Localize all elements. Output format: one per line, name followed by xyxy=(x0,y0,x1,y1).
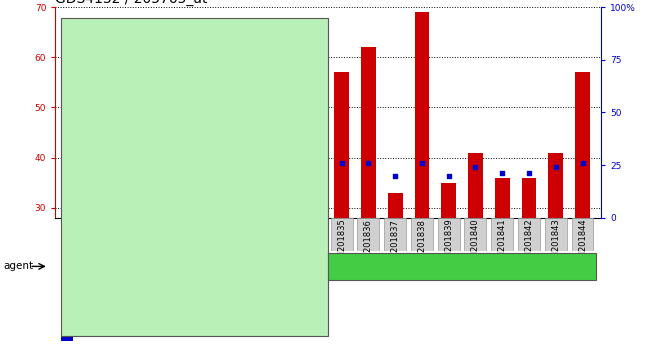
FancyBboxPatch shape xyxy=(224,218,246,251)
FancyBboxPatch shape xyxy=(465,218,486,251)
Text: GSM201840: GSM201840 xyxy=(471,219,480,269)
Point xyxy=(229,164,240,170)
Text: GSM201838: GSM201838 xyxy=(417,219,426,270)
Point xyxy=(176,166,187,172)
Bar xyxy=(334,72,349,218)
Bar xyxy=(388,193,402,218)
Bar xyxy=(120,153,135,218)
FancyBboxPatch shape xyxy=(437,218,460,251)
Bar xyxy=(281,167,296,218)
Bar xyxy=(147,132,162,218)
Point xyxy=(283,166,293,172)
FancyBboxPatch shape xyxy=(143,218,165,251)
Point xyxy=(337,160,347,166)
Text: agent: agent xyxy=(3,261,33,272)
Text: GSM201844: GSM201844 xyxy=(578,219,587,269)
FancyBboxPatch shape xyxy=(170,218,192,251)
Bar xyxy=(495,178,510,218)
FancyBboxPatch shape xyxy=(63,218,85,251)
FancyBboxPatch shape xyxy=(331,218,352,251)
Bar xyxy=(200,82,215,218)
FancyBboxPatch shape xyxy=(250,218,272,251)
Text: GSM201836: GSM201836 xyxy=(364,219,373,270)
Point xyxy=(497,171,508,176)
Text: GSM201837: GSM201837 xyxy=(391,219,400,270)
Text: GSM201830: GSM201830 xyxy=(203,219,213,269)
Text: GSM201839: GSM201839 xyxy=(444,219,453,269)
Text: pretreatment: pretreatment xyxy=(157,261,231,272)
Bar xyxy=(522,178,536,218)
Bar xyxy=(227,97,242,218)
FancyBboxPatch shape xyxy=(116,218,138,251)
Point xyxy=(309,164,320,170)
Point xyxy=(363,160,374,166)
Bar xyxy=(415,12,429,218)
Text: GDS4132 / 205765_at: GDS4132 / 205765_at xyxy=(55,0,208,6)
FancyBboxPatch shape xyxy=(571,218,593,251)
Bar xyxy=(468,153,483,218)
Point xyxy=(470,164,480,170)
Text: GSM201829: GSM201829 xyxy=(177,219,185,269)
Bar xyxy=(174,137,188,218)
Text: GSM201545: GSM201545 xyxy=(150,219,159,269)
Point xyxy=(577,160,588,166)
Bar xyxy=(254,172,268,218)
Bar xyxy=(60,290,73,310)
FancyBboxPatch shape xyxy=(197,218,219,251)
Point xyxy=(417,160,427,166)
Text: GSM201542: GSM201542 xyxy=(70,219,79,269)
Point xyxy=(390,173,400,178)
Bar xyxy=(575,72,590,218)
Bar xyxy=(94,122,108,218)
Text: GSM201835: GSM201835 xyxy=(337,219,346,269)
FancyBboxPatch shape xyxy=(358,218,380,251)
FancyBboxPatch shape xyxy=(491,218,514,251)
Text: GSM201833: GSM201833 xyxy=(283,219,292,270)
Text: GSM201831: GSM201831 xyxy=(230,219,239,269)
Point xyxy=(149,169,159,174)
Text: percentile rank within the sample: percentile rank within the sample xyxy=(78,326,266,336)
Bar xyxy=(60,321,73,341)
Text: GSM201543: GSM201543 xyxy=(96,219,105,269)
Point xyxy=(122,169,133,174)
Point xyxy=(551,164,561,170)
FancyBboxPatch shape xyxy=(411,218,433,251)
Point xyxy=(524,171,534,176)
FancyBboxPatch shape xyxy=(518,218,540,251)
Text: GSM201843: GSM201843 xyxy=(551,219,560,269)
Point xyxy=(256,169,266,174)
Text: count: count xyxy=(78,295,110,305)
Text: GSM201834: GSM201834 xyxy=(310,219,319,269)
FancyBboxPatch shape xyxy=(384,218,406,251)
Bar xyxy=(307,158,322,218)
FancyBboxPatch shape xyxy=(304,218,326,251)
Text: GSM201832: GSM201832 xyxy=(257,219,266,269)
Bar xyxy=(441,183,456,218)
FancyBboxPatch shape xyxy=(90,218,112,251)
Text: pioglitazone: pioglitazone xyxy=(428,261,496,272)
FancyBboxPatch shape xyxy=(545,218,567,251)
Bar xyxy=(67,97,81,218)
Text: GSM201842: GSM201842 xyxy=(525,219,534,269)
FancyBboxPatch shape xyxy=(277,218,299,251)
Text: GSM201544: GSM201544 xyxy=(123,219,132,269)
Point xyxy=(203,164,213,170)
Point xyxy=(96,166,106,172)
Point xyxy=(69,164,79,170)
Text: GSM201841: GSM201841 xyxy=(498,219,507,269)
Bar xyxy=(361,47,376,218)
Point xyxy=(443,173,454,178)
Bar xyxy=(549,153,563,218)
